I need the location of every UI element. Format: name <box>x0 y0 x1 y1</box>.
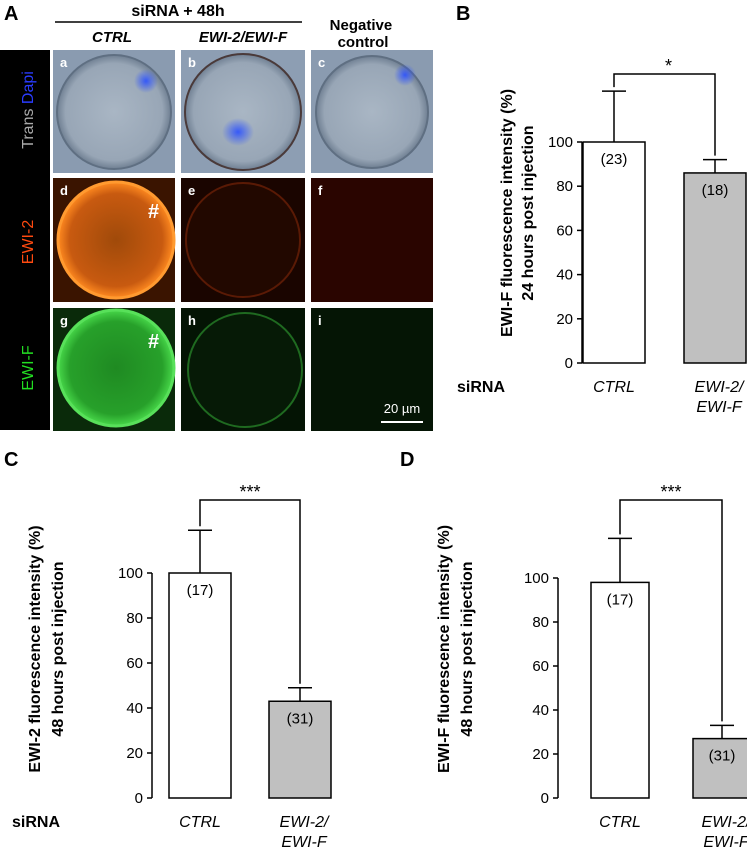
chartd-ytick-label-20: 20 <box>532 746 549 763</box>
column-label-negative: Negative control <box>330 17 397 51</box>
scale-bar-label: 20 µm <box>384 401 420 416</box>
chartc-bar-1 <box>268 700 332 799</box>
chartc-significance-bracket <box>199 499 301 684</box>
chartd-category-label-0: CTRL <box>599 814 641 831</box>
chartd-ylabel-line2: 48 hours post injection <box>459 561 476 736</box>
chartc-category-label-0: CTRL <box>179 814 221 831</box>
chartd-significance-bracket <box>619 499 723 722</box>
svg-text:f: f <box>318 183 323 198</box>
chartb-ylabel-line1: EWI-F fluorescence intensity (%) <box>499 89 516 337</box>
channel-label-ewi2: EWI-2 <box>20 220 37 265</box>
chartc-ytick-label-60: 60 <box>126 655 143 672</box>
chartb-n-label-0: (23) <box>601 151 628 168</box>
channel-trans: Trans <box>20 109 37 149</box>
chartd-category-label-1: EWI-2/EWI-F <box>702 814 747 851</box>
svg-text:e: e <box>188 183 195 198</box>
svg-text:c: c <box>318 55 325 70</box>
chartc-n-label-1: (31) <box>287 710 314 727</box>
chartd-ytick-label-60: 60 <box>532 658 549 675</box>
chartd-ytick-label-80: 80 <box>532 614 549 631</box>
chartc-ytick-label-0: 0 <box>135 790 143 807</box>
chartb-category-label-1: EWI-2/EWI-F <box>695 379 745 416</box>
svg-text:i: i <box>318 313 322 328</box>
micrograph-g: g # <box>53 308 176 431</box>
micrograph-e: e <box>181 178 305 302</box>
chartc-xlabel: siRNA <box>12 814 60 831</box>
chartc-ytick-label-100: 100 <box>118 565 143 582</box>
chart-d: 0 20 40 60 80 100 EWI-F fluorescence intensity… <box>436 482 747 851</box>
chartd-ytick-label-100: 100 <box>524 570 549 587</box>
micrograph-b: b <box>181 50 305 173</box>
chart-b: 0 20 40 60 80 100 EWI-F fluorescence intensity… <box>457 56 747 416</box>
chartb-category-label-0: CTRL <box>593 379 635 396</box>
panel-letter-a: A <box>4 3 18 25</box>
chartb-bar-1 <box>683 172 747 364</box>
chartd-bar-0 <box>590 581 650 799</box>
channel-dapi: Dapi <box>20 71 37 104</box>
svg-text:a: a <box>60 55 68 70</box>
chartd-n-label-1: (31) <box>709 748 736 765</box>
chartb-significance-bracket <box>613 73 716 156</box>
chartc-bar-0 <box>168 572 232 799</box>
chartb-ytick-label-40: 40 <box>556 267 573 284</box>
micrograph-d: d # <box>53 178 176 302</box>
svg-text:h: h <box>188 313 196 328</box>
chartc-ytick-label-40: 40 <box>126 700 143 717</box>
chartd-n-label-0: (17) <box>607 591 634 608</box>
column-label-knockdown: EWI-2/EWI-F <box>199 29 288 46</box>
chartd-significance-label: *** <box>660 482 681 502</box>
svg-text:g: g <box>60 313 68 328</box>
panel-letter-c: C <box>4 449 18 471</box>
chartb-ytick-label-100: 100 <box>548 134 573 151</box>
channel-label-trans-dapi: Trans Dapi <box>20 71 37 149</box>
chartb-ylabel-line2: 24 hours post injection <box>520 125 537 300</box>
panel-a: A siRNA + 48h CTRL EWI-2/EWI-F Negative … <box>0 3 433 431</box>
chartd-ytick-label-40: 40 <box>532 702 549 719</box>
chartd-bar-1 <box>692 737 747 799</box>
svg-text:d: d <box>60 183 68 198</box>
chartb-ytick-label-60: 60 <box>556 222 573 239</box>
chartc-ytick-label-20: 20 <box>126 745 143 762</box>
chart-c: 0 20 40 60 80 100 EWI-2 fluorescence intensity… <box>12 482 332 851</box>
chartb-ytick-label-80: 80 <box>556 178 573 195</box>
chartc-ylabel-line2: 48 hours post injection <box>50 561 67 736</box>
micrograph-f: f <box>311 178 433 302</box>
marker-hash-g: # <box>148 331 159 353</box>
micrograph-a: a <box>53 50 175 173</box>
chartd-ylabel-line1: EWI-F fluorescence intensity (%) <box>436 525 453 773</box>
chartc-ytick-label-80: 80 <box>126 610 143 627</box>
chartc-significance-label: *** <box>239 482 260 502</box>
micrograph-header: siRNA + 48h <box>131 3 224 20</box>
micrograph-h: h <box>181 308 305 431</box>
panel-letter-b: B <box>456 3 470 25</box>
chartb-n-label-1: (18) <box>702 182 729 199</box>
micrograph-i: i 20 µm <box>311 308 433 431</box>
channel-label-ewif: EWI-F <box>20 345 37 391</box>
chartc-category-label-1: EWI-2/EWI-F <box>280 814 330 851</box>
chartb-bar-0 <box>582 141 646 364</box>
marker-hash-d: # <box>148 201 159 223</box>
chartb-xlabel: siRNA <box>457 379 505 396</box>
chartd-ytick-label-0: 0 <box>541 790 549 807</box>
micrograph-c: c <box>311 50 433 173</box>
column-label-ctrl: CTRL <box>92 29 132 46</box>
chartc-ylabel-line1: EWI-2 fluorescence intensity (%) <box>27 525 44 772</box>
channel-label-bar <box>0 50 50 430</box>
svg-text:b: b <box>188 55 196 70</box>
chartb-ytick-label-0: 0 <box>565 355 573 372</box>
panel-letter-d: D <box>400 449 414 471</box>
chartc-n-label-0: (17) <box>187 582 214 599</box>
chartb-significance-label: * <box>665 56 672 76</box>
chartb-ytick-label-20: 20 <box>556 311 573 328</box>
